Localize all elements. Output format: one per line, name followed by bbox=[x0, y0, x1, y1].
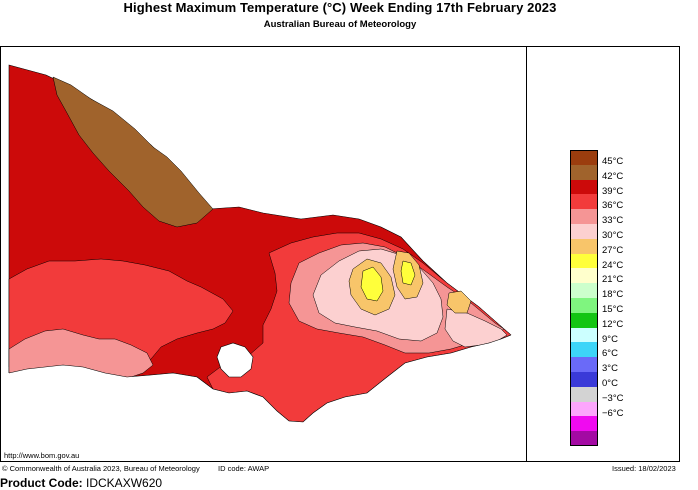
legend-row bbox=[570, 416, 640, 432]
legend-row: 0°C bbox=[570, 371, 640, 389]
region-27c-east bbox=[446, 290, 472, 314]
legend-swatch bbox=[570, 179, 598, 195]
legend-label: 15°C bbox=[602, 303, 624, 315]
legend-label: 36°C bbox=[602, 200, 624, 212]
legend-swatch bbox=[570, 223, 598, 239]
legend-row: 27°C bbox=[570, 238, 640, 256]
legend-swatch bbox=[570, 238, 598, 254]
legend-swatch bbox=[570, 371, 598, 387]
victoria-temperature-map bbox=[1, 64, 526, 461]
legend-swatch bbox=[570, 194, 598, 210]
legend-label: 27°C bbox=[602, 244, 624, 256]
legend-row: 24°C bbox=[570, 253, 640, 271]
product-code-value: IDCKAXW620 bbox=[86, 476, 163, 490]
legend-swatch bbox=[570, 283, 598, 298]
legend-row: 33°C bbox=[570, 209, 640, 227]
legend-swatch bbox=[570, 327, 598, 343]
map-title: Highest Maximum Temperature (°C) Week En… bbox=[123, 0, 557, 15]
legend-row: −6°C bbox=[570, 401, 640, 419]
legend-swatch bbox=[570, 386, 598, 402]
legend-label: 42°C bbox=[602, 170, 624, 182]
legend-swatch bbox=[570, 431, 598, 446]
id-code-text: ID code: AWAP bbox=[218, 464, 270, 473]
legend-row: 9°C bbox=[570, 327, 640, 345]
map-subtitle: Australian Bureau of Meteorology bbox=[263, 19, 417, 30]
legend-swatch bbox=[570, 401, 598, 417]
legend-row: 18°C bbox=[570, 283, 640, 301]
southern-ocean bbox=[1, 335, 526, 461]
legend-row: 3°C bbox=[570, 357, 640, 375]
legend-row: 21°C bbox=[570, 268, 640, 286]
legend-label: 18°C bbox=[602, 289, 624, 301]
south-coastline bbox=[8, 334, 512, 423]
legend-row: 42°C bbox=[570, 164, 640, 182]
legend-label: 9°C bbox=[602, 333, 618, 345]
legend-label: 3°C bbox=[602, 363, 618, 375]
legend-swatch bbox=[570, 209, 598, 224]
legend-label: 6°C bbox=[602, 348, 618, 360]
product-code-label: Product Code: bbox=[0, 476, 83, 490]
legend-row: 15°C bbox=[570, 297, 640, 315]
legend-label: −3°C bbox=[602, 392, 624, 404]
legend-label: 24°C bbox=[602, 259, 624, 271]
legend-swatch bbox=[570, 312, 598, 328]
legend-label: 0°C bbox=[602, 377, 618, 389]
legend-label: 21°C bbox=[602, 274, 624, 286]
legend-label: 39°C bbox=[602, 185, 624, 197]
legend-swatch bbox=[570, 416, 598, 432]
legend-label: −6°C bbox=[602, 407, 624, 419]
product-code-line: Product Code: IDCKAXW620 bbox=[0, 476, 162, 490]
legend-swatch bbox=[570, 268, 598, 284]
legend-swatch bbox=[570, 164, 598, 180]
legend-label: 45°C bbox=[602, 156, 624, 167]
legend-label: 30°C bbox=[602, 229, 624, 241]
legend-swatch bbox=[570, 253, 598, 269]
legend-row bbox=[570, 431, 640, 446]
legend-swatch bbox=[570, 342, 598, 358]
legend-label: 12°C bbox=[602, 318, 624, 330]
region-24c-north bbox=[400, 260, 416, 286]
legend-row: 39°C bbox=[570, 179, 640, 197]
figure-frame bbox=[0, 46, 680, 462]
legend-swatch bbox=[570, 150, 598, 165]
source-url[interactable]: http://www.bom.gov.au bbox=[4, 451, 80, 460]
issued-date-text: Issued: 18/02/2023 bbox=[612, 464, 676, 473]
legend-row: 6°C bbox=[570, 342, 640, 360]
legend-row: 36°C bbox=[570, 194, 640, 212]
region-42c bbox=[52, 76, 214, 228]
legend-row: −3°C bbox=[570, 386, 640, 404]
legend-row: 12°C bbox=[570, 312, 640, 330]
legend-label: 33°C bbox=[602, 215, 624, 227]
legend-swatch bbox=[570, 297, 598, 313]
temperature-legend: 45°C 42°C 39°C 36°C 33°C 30°C 27°C 24°C 21°C 18°C… bbox=[570, 150, 640, 446]
legend-row: 30°C bbox=[570, 223, 640, 241]
legend-row: 45°C bbox=[570, 150, 640, 167]
region-24c-central bbox=[360, 266, 384, 302]
map-panel bbox=[1, 47, 527, 461]
copyright-text: © Commonwealth of Australia 2023, Bureau… bbox=[2, 464, 200, 473]
legend-swatch bbox=[570, 357, 598, 372]
port-phillip-bay bbox=[216, 342, 254, 378]
